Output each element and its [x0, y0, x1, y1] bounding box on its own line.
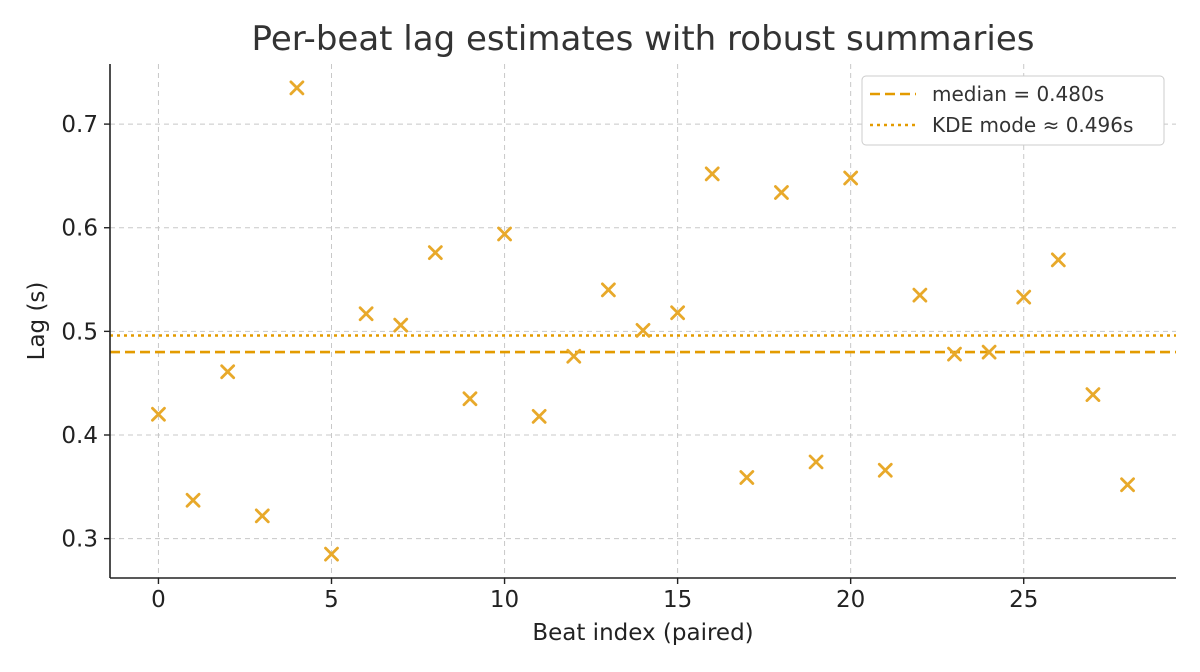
data-point — [843, 170, 859, 186]
data-point — [531, 408, 547, 424]
point-stroke — [774, 185, 789, 200]
point-stroke — [635, 322, 651, 338]
legend-box — [861, 75, 1165, 146]
y-axis-ticks: 0.3 0.4 0.5 0.6 0.7 — [61, 112, 110, 553]
point-stroke — [808, 454, 824, 470]
point-stroke — [947, 346, 962, 362]
point-stroke — [1085, 387, 1101, 402]
data-point — [324, 546, 339, 562]
point-stroke — [497, 226, 512, 242]
data-point — [670, 305, 686, 321]
x-tick-label: 20 — [836, 587, 865, 613]
point-stroke — [254, 508, 270, 524]
point-stroke — [358, 306, 374, 322]
y-tick-label: 0.5 — [61, 319, 98, 345]
y-axis-label: Lag (s) — [24, 282, 50, 361]
point-stroke — [877, 462, 893, 478]
legend-kde-mode-label: KDE mode ≈ 0.496s — [932, 113, 1133, 137]
data-point — [981, 344, 997, 360]
x-axis-label: Beat index (paired) — [532, 620, 753, 646]
y-tick-label: 0.3 — [61, 527, 98, 553]
data-point — [220, 364, 236, 380]
point-stroke — [981, 344, 997, 360]
point-stroke — [670, 305, 686, 321]
point-stroke — [289, 80, 305, 96]
data-point — [566, 348, 582, 364]
point-stroke — [462, 391, 478, 407]
point-stroke — [739, 470, 755, 485]
x-axis-ticks: 0 5 10 15 20 25 — [151, 578, 1038, 613]
data-point — [1050, 252, 1066, 268]
data-point — [151, 406, 166, 422]
point-stroke — [843, 170, 859, 186]
data-point — [497, 226, 512, 242]
data-point — [774, 185, 789, 200]
x-tick-label: 0 — [151, 587, 166, 613]
point-stroke — [1016, 289, 1032, 305]
point-stroke — [220, 364, 236, 380]
data-point — [393, 317, 409, 333]
data-point — [704, 166, 720, 182]
point-stroke — [185, 492, 201, 508]
point-stroke — [531, 408, 547, 424]
x-tick-label: 10 — [490, 587, 519, 613]
x-tick-label: 25 — [1009, 587, 1038, 613]
data-points — [151, 80, 1135, 562]
x-tick-label: 15 — [663, 587, 692, 613]
data-point — [462, 391, 478, 407]
data-point — [289, 80, 305, 96]
point-stroke — [566, 348, 582, 364]
data-point — [947, 346, 962, 362]
point-stroke — [600, 282, 616, 298]
legend: median = 0.480s KDE mode ≈ 0.496s — [861, 75, 1165, 146]
y-tick-label: 0.4 — [61, 423, 98, 449]
point-stroke — [1050, 252, 1066, 268]
data-point — [739, 470, 755, 485]
y-tick-label: 0.6 — [61, 216, 98, 242]
reference-lines — [110, 334, 1176, 354]
data-point — [185, 492, 201, 508]
x-tick-label: 5 — [324, 587, 339, 613]
chart-title: Per-beat lag estimates with robust summa… — [252, 19, 1035, 59]
point-stroke — [393, 317, 409, 333]
point-stroke — [151, 406, 166, 422]
data-point — [427, 245, 443, 261]
point-stroke — [912, 287, 928, 303]
data-point — [1120, 477, 1135, 493]
y-tick-label: 0.7 — [61, 112, 98, 138]
point-stroke — [704, 166, 720, 182]
data-point — [912, 287, 928, 303]
point-stroke — [1120, 477, 1135, 493]
point-stroke — [427, 245, 443, 261]
data-point — [600, 282, 616, 298]
point-stroke — [324, 546, 339, 562]
data-point — [877, 462, 893, 478]
data-point — [808, 454, 824, 470]
data-point — [635, 322, 651, 338]
data-point — [358, 306, 374, 322]
data-point — [254, 508, 270, 524]
data-point — [1016, 289, 1032, 305]
legend-median-label: median = 0.480s — [932, 82, 1104, 106]
data-point — [1085, 387, 1101, 402]
